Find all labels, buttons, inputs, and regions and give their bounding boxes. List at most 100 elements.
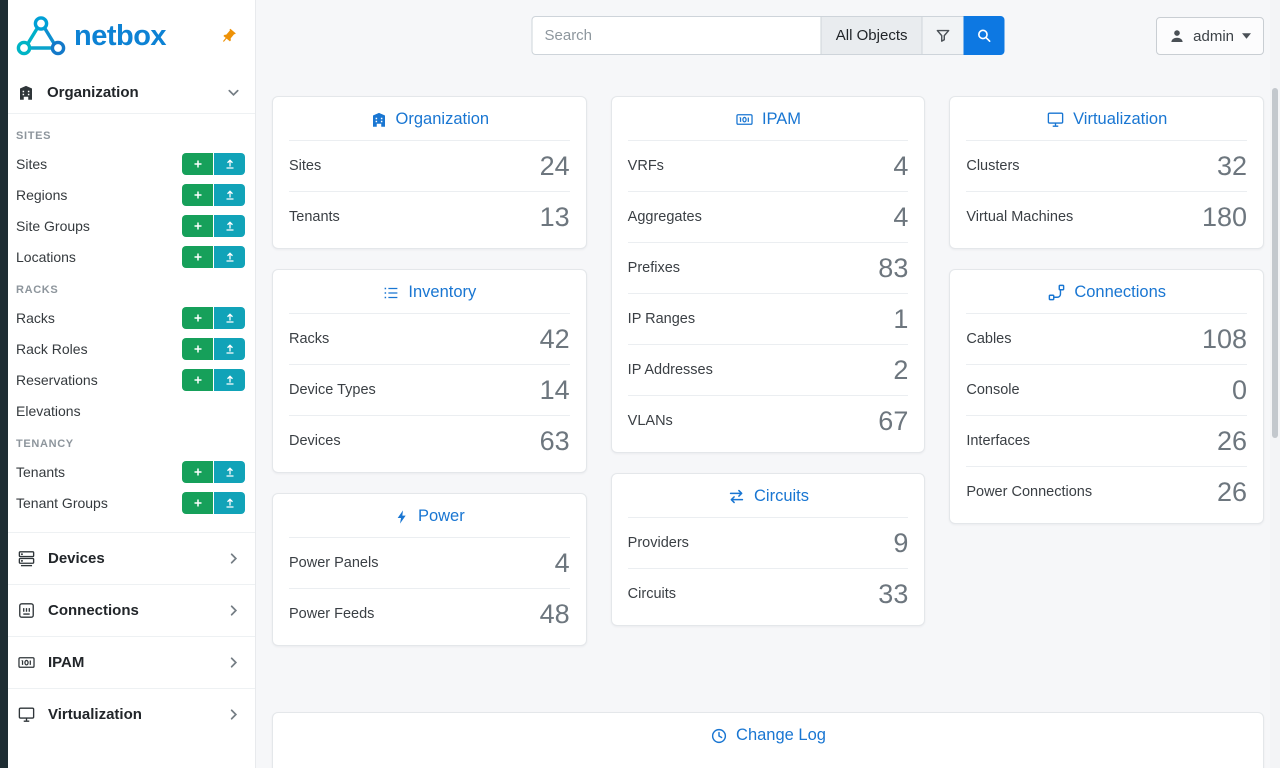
- add-button[interactable]: [182, 337, 213, 360]
- stat-label[interactable]: Cables: [966, 331, 1012, 347]
- chevron-right-icon: [226, 655, 241, 670]
- card-title-inventory[interactable]: Inventory: [408, 283, 477, 301]
- card-title-circuits[interactable]: Circuits: [754, 487, 810, 505]
- sidebar-group-devices[interactable]: Devices: [0, 532, 255, 584]
- stat-label[interactable]: Sites: [289, 158, 322, 174]
- stat-label[interactable]: VRFs: [627, 158, 664, 174]
- sidebar-item-elevations[interactable]: Elevations: [16, 402, 81, 419]
- card-title-changelog[interactable]: Change Log: [736, 726, 826, 744]
- stat-label[interactable]: Prefixes: [627, 260, 681, 276]
- sidebar-row: Tenant Groups: [16, 487, 245, 518]
- stat-label[interactable]: Aggregates: [627, 209, 702, 225]
- sidebar-item-regions[interactable]: Regions: [16, 186, 68, 203]
- import-button[interactable]: [214, 183, 245, 206]
- add-button[interactable]: [182, 152, 213, 175]
- add-button[interactable]: [182, 183, 213, 206]
- stat-row: VLANs 67: [627, 395, 909, 446]
- search-input[interactable]: [531, 16, 822, 55]
- stat-label[interactable]: Tenants: [289, 209, 340, 225]
- sidebar-item-tenant-groups[interactable]: Tenant Groups: [16, 494, 108, 511]
- stat-label[interactable]: Virtual Machines: [966, 209, 1074, 225]
- import-button[interactable]: [214, 368, 245, 391]
- stat-label[interactable]: IP Addresses: [627, 362, 713, 378]
- import-button[interactable]: [214, 306, 245, 329]
- card-header: Inventory: [273, 270, 586, 313]
- search-button[interactable]: [963, 16, 1005, 55]
- search-scope-button[interactable]: All Objects: [820, 16, 923, 55]
- add-button[interactable]: [182, 214, 213, 237]
- sidebar-group-label: Connections: [48, 602, 139, 619]
- import-button[interactable]: [214, 460, 245, 483]
- stat-label[interactable]: VLANs: [627, 413, 673, 429]
- user-icon: [1169, 28, 1185, 44]
- sidebar-item-reservations[interactable]: Reservations: [16, 371, 98, 388]
- stat-label[interactable]: Devices: [289, 433, 341, 449]
- stat-row: Console 0: [966, 364, 1248, 415]
- stat-row: Interfaces 26: [966, 415, 1248, 466]
- counter-icon: [17, 653, 36, 672]
- card-title-virtualization[interactable]: Virtualization: [1073, 110, 1168, 128]
- stat-label[interactable]: Circuits: [627, 586, 677, 602]
- sidebar-group-label: Devices: [48, 550, 105, 567]
- page-scrollbar[interactable]: [1270, 0, 1280, 768]
- card-title-organization[interactable]: Organization: [395, 110, 490, 128]
- card-header: Virtualization: [950, 97, 1263, 140]
- add-button[interactable]: [182, 368, 213, 391]
- bolt-icon: [394, 508, 410, 526]
- stat-label[interactable]: Interfaces: [966, 433, 1031, 449]
- sidebar-edge-strip: [0, 0, 8, 768]
- sidebar-item-racks[interactable]: Racks: [16, 309, 55, 326]
- stat-value: 32: [1216, 151, 1248, 181]
- stat-value: 1: [893, 304, 909, 334]
- import-button[interactable]: [214, 491, 245, 514]
- sidebar-item-rack-roles[interactable]: Rack Roles: [16, 340, 88, 357]
- stat-row: Virtual Machines 180: [966, 191, 1248, 242]
- import-button[interactable]: [214, 214, 245, 237]
- monitor-icon: [17, 705, 36, 724]
- stat-label[interactable]: Power Panels: [289, 555, 379, 571]
- pin-icon[interactable]: [220, 28, 237, 45]
- sidebar-group-connections[interactable]: Connections: [0, 584, 255, 636]
- sidebar-group-organization[interactable]: Organization: [0, 72, 255, 114]
- stat-rows: Cables 108 Console 0 Interfaces 26 Power…: [950, 313, 1263, 523]
- card-title-ipam[interactable]: IPAM: [761, 110, 802, 128]
- stat-label[interactable]: Device Types: [289, 382, 376, 398]
- add-button[interactable]: [182, 306, 213, 329]
- user-menu[interactable]: admin: [1156, 17, 1264, 55]
- quick-actions: [182, 337, 245, 360]
- sidebar-item-site-groups[interactable]: Site Groups: [16, 217, 90, 234]
- card-title-power[interactable]: Power: [417, 507, 465, 525]
- stat-label[interactable]: Clusters: [966, 158, 1020, 174]
- quick-actions: [182, 491, 245, 514]
- stat-label[interactable]: Console: [966, 382, 1020, 398]
- import-button[interactable]: [214, 152, 245, 175]
- stat-label[interactable]: Providers: [627, 535, 689, 551]
- sidebar-group-label: IPAM: [48, 654, 85, 671]
- stat-label[interactable]: Power Feeds: [289, 606, 375, 622]
- card-title-connections[interactable]: Connections: [1074, 283, 1167, 301]
- import-button[interactable]: [214, 245, 245, 268]
- stat-row: Power Feeds 48: [289, 588, 570, 639]
- scrollbar-thumb[interactable]: [1272, 88, 1278, 438]
- sidebar-row: Sites: [16, 148, 245, 179]
- stat-value: 4: [893, 202, 909, 232]
- stat-label[interactable]: Racks: [289, 331, 330, 347]
- stat-label[interactable]: IP Ranges: [627, 311, 696, 327]
- netbox-logo[interactable]: netbox: [14, 15, 167, 57]
- sidebar-group-virtualization[interactable]: Virtualization: [0, 688, 255, 740]
- import-button[interactable]: [214, 337, 245, 360]
- sidebar-group-ipam[interactable]: IPAM: [0, 636, 255, 688]
- sidebar-item-locations[interactable]: Locations: [16, 248, 76, 265]
- add-button[interactable]: [182, 245, 213, 268]
- sidebar-item-tenants[interactable]: Tenants: [16, 463, 66, 480]
- add-button[interactable]: [182, 491, 213, 514]
- stat-value: 63: [539, 426, 570, 456]
- add-button[interactable]: [182, 460, 213, 483]
- sidebar-item-sites[interactable]: Sites: [16, 155, 48, 172]
- filter-button[interactable]: [921, 16, 965, 55]
- stat-label[interactable]: Power Connections: [966, 484, 1093, 500]
- cable-icon: [1047, 283, 1066, 302]
- sidebar-section-tenancy: TENANCY: [16, 438, 74, 450]
- quick-actions: [182, 460, 245, 483]
- stat-value: 180: [1201, 202, 1248, 232]
